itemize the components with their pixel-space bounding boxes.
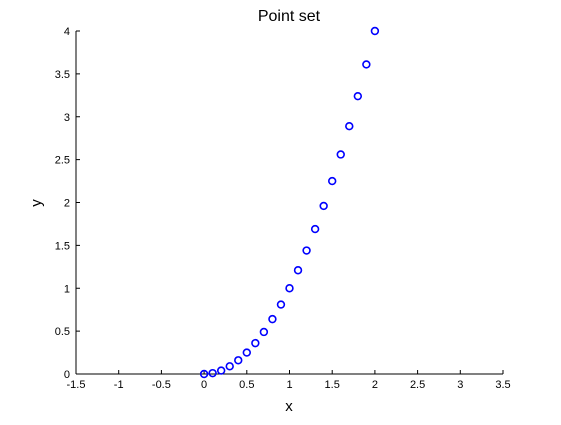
data-point xyxy=(310,224,320,234)
y-tick-label: 3 xyxy=(64,112,70,124)
data-point xyxy=(242,348,252,357)
y-tick-label: 1 xyxy=(64,283,70,295)
data-point xyxy=(293,266,303,275)
data-point xyxy=(370,26,380,36)
data-points xyxy=(199,26,380,379)
plot-area xyxy=(76,31,503,374)
data-point xyxy=(319,201,328,211)
x-tick-label: 2 xyxy=(372,379,378,391)
x-tick-label: -1 xyxy=(114,379,124,391)
data-point xyxy=(328,176,337,186)
data-point xyxy=(234,356,243,365)
y-tick-label: 1.5 xyxy=(55,240,70,252)
y-axis-label: y xyxy=(28,199,45,207)
data-point xyxy=(302,246,311,255)
x-tick-label: 0.5 xyxy=(239,379,254,391)
axes xyxy=(75,31,503,375)
data-point xyxy=(345,121,354,131)
y-tick-label: 0.5 xyxy=(55,326,70,338)
y-tick-label: 0 xyxy=(64,369,70,381)
x-tick-label: 3 xyxy=(457,379,463,391)
y-tick-label: 4 xyxy=(64,26,70,38)
x-tick-label: -1.5 xyxy=(67,379,86,391)
data-point xyxy=(285,284,294,293)
data-point xyxy=(259,327,269,337)
y-tick-label: 3.5 xyxy=(55,69,70,81)
data-point xyxy=(268,314,277,324)
x-tick-label: 0 xyxy=(201,379,207,391)
x-axis-ticks: -1.5 -1 -0.5 0 0.5 1 1.5 2 2.5 3 3.5 xyxy=(67,370,511,391)
y-tick-label: 2 xyxy=(64,198,70,210)
y-axis-ticks: 0 0.5 1 1.5 2 2.5 3 3.5 4 xyxy=(55,26,80,381)
x-axis-label: x xyxy=(285,398,293,415)
chart-title: Point set xyxy=(258,8,321,25)
data-point xyxy=(276,300,286,309)
x-tick-label: 3.5 xyxy=(495,379,510,391)
y-tick-label: 2.5 xyxy=(55,155,70,167)
x-tick-label: -0.5 xyxy=(152,379,171,391)
x-tick-label: 2.5 xyxy=(410,379,425,391)
x-tick-label: 1 xyxy=(286,379,292,391)
data-point xyxy=(199,369,209,379)
data-point xyxy=(225,362,234,371)
x-tick-label: 1.5 xyxy=(325,379,340,391)
data-point xyxy=(362,60,371,69)
data-point xyxy=(336,150,345,159)
data-point xyxy=(216,366,226,375)
data-point xyxy=(208,368,217,378)
data-point xyxy=(353,91,363,101)
data-point xyxy=(251,338,260,348)
